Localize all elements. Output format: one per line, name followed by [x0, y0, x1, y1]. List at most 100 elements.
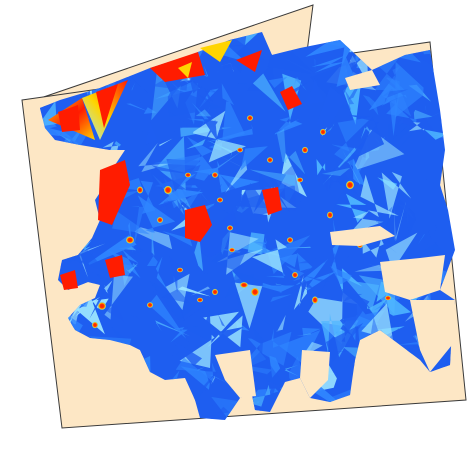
hotspot-small-13 [147, 302, 153, 308]
surface-facet [240, 146, 268, 171]
surface-facet [262, 282, 278, 288]
surface-facet [148, 294, 187, 339]
surface-facet [275, 314, 286, 332]
surface-facet [130, 129, 150, 145]
surface-facet [439, 74, 455, 104]
surface-facet [420, 241, 446, 254]
surface-facet [213, 184, 222, 206]
surface-facet [55, 11, 77, 17]
surface-facet [274, 120, 303, 135]
surface-facet [314, 58, 316, 72]
surface-facet [62, 62, 72, 70]
hotspot-small-18 [229, 247, 235, 253]
surface-facet [367, 409, 382, 420]
surface-facet [349, 211, 384, 234]
hotspot-northwest-core-a [58, 105, 80, 132]
surface-facet [341, 148, 361, 185]
surface-facet [197, 367, 205, 371]
surface-facet [175, 357, 216, 383]
surface-facet [167, 87, 223, 118]
surface-facet [254, 237, 267, 245]
gap-south-center [215, 350, 256, 398]
surface-facet [201, 104, 211, 128]
surface-facet [347, 254, 350, 259]
hotspot-north-a [150, 52, 205, 82]
surface-facet [235, 183, 272, 220]
hotspot-small-19 [98, 302, 106, 310]
surface-facet [339, 311, 353, 336]
surface-facet [160, 199, 177, 209]
surface-facet [145, 121, 158, 146]
hotspot-center-east [262, 187, 282, 215]
hotspot-small-16 [327, 211, 333, 219]
surface-facet [296, 253, 340, 264]
surface-facet [296, 333, 312, 337]
surface-facet [197, 65, 209, 77]
surface-facet [40, 307, 45, 320]
hotspot-north-east [280, 86, 302, 110]
gap-east-notch [330, 226, 395, 246]
surface-facet [153, 154, 201, 166]
surface-facet [151, 66, 181, 121]
surface-facet [220, 175, 250, 210]
surface-facet [276, 128, 287, 163]
surface-facet [24, 377, 30, 400]
surface-facet [40, 375, 43, 389]
surface-facet [217, 70, 219, 74]
surface-facet [40, 61, 45, 99]
hotspot-small-10 [251, 287, 259, 297]
hotspot-small-7 [287, 237, 293, 243]
surface-facet [162, 230, 193, 247]
surface-facet [327, 166, 342, 177]
surface-facet [162, 196, 170, 203]
surface-facet [150, 165, 195, 190]
surface-facet [126, 263, 139, 274]
surface-facet [268, 75, 288, 88]
surface-facet [270, 294, 292, 302]
surface-facet [271, 328, 321, 365]
surface-facet [331, 239, 342, 277]
surface-facet [321, 167, 351, 176]
surface-facet [240, 189, 246, 204]
surface-facet [441, 54, 455, 69]
surface-facet [140, 180, 156, 214]
surface-facet [394, 201, 407, 242]
surface-facet [347, 32, 379, 52]
hotspot-small-17 [267, 157, 273, 163]
surface-facet [193, 160, 221, 176]
surface-facet [155, 76, 201, 99]
surface-facet [387, 120, 423, 154]
surface-facet [127, 72, 151, 106]
hotspot-north-d [178, 62, 192, 78]
hotspot-small-30 [247, 115, 253, 121]
surface-facet [151, 227, 155, 256]
surface-facet [354, 264, 388, 272]
surface-facet [188, 329, 217, 342]
surface-facet [302, 78, 325, 109]
surface-facet [44, 78, 79, 86]
hotspot-north-b [200, 40, 232, 62]
surface-facet [285, 279, 314, 301]
surface-facet [62, 18, 92, 27]
surface-facet [76, 50, 98, 62]
surface-facet [417, 233, 425, 245]
hotspot-small-27 [292, 271, 298, 279]
surface-facet [284, 365, 300, 377]
surface-facet [341, 288, 370, 342]
gap-south-east [300, 350, 330, 398]
surface-facet [200, 268, 211, 280]
surface-facet [158, 138, 173, 147]
hotspot-small-28 [227, 225, 233, 231]
hotspot-small-4 [237, 147, 243, 153]
surface-facet [328, 181, 344, 196]
surface-facet [306, 210, 324, 230]
surface-facet [428, 224, 438, 241]
surface-facet [293, 275, 307, 310]
surface-facet [344, 114, 385, 164]
hotspot-west-edge [60, 270, 78, 290]
surface-facet [374, 86, 419, 105]
surface-facet [279, 253, 298, 268]
hotspot-small-8 [240, 282, 248, 288]
surface-facet [40, 117, 72, 173]
surface-facet [308, 292, 358, 344]
